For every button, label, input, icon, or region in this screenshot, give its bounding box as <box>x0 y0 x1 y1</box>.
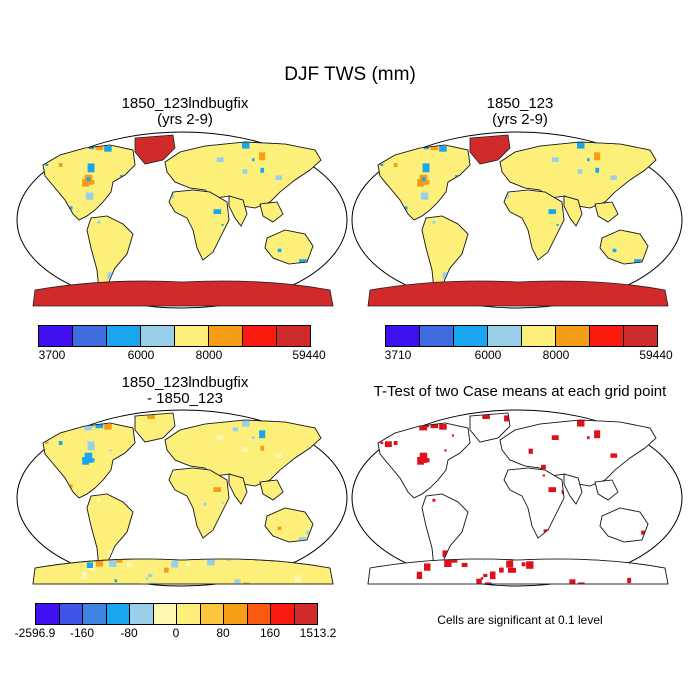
colorbar-segment <box>209 326 243 346</box>
colorbar-segment <box>130 604 154 624</box>
colorbar-segment <box>488 326 522 346</box>
colorbar-segment <box>590 326 624 346</box>
colorbar-segment <box>277 326 310 346</box>
colorbar-segment <box>200 604 224 624</box>
panel-2-title-line1: 1850_123 <box>486 95 554 112</box>
panel-3-colorbar-label: 160 <box>259 626 281 640</box>
colorbar-segment <box>83 604 107 624</box>
panel-1-colorbar <box>38 325 311 347</box>
panel-2-title: 1850_123 (yrs 2-9) <box>355 96 685 128</box>
panel-1-colorbar-label: 6000 <box>127 348 155 362</box>
panel-3-colorbar-label: 1513.2 <box>299 626 337 640</box>
colorbar-segment <box>247 604 271 624</box>
panel-3-colorbar-label: -2596.9 <box>14 626 56 640</box>
colorbar-segment <box>243 326 277 346</box>
panel-3-colorbar-label: -160 <box>69 626 95 640</box>
panel-4-title: T-Test of two Case means at each grid po… <box>373 383 667 400</box>
panel-1-colorbar-label: 3700 <box>38 348 66 362</box>
panel-1-title-line1: 1850_123lndbugfix <box>121 95 249 112</box>
colorbar-segment <box>386 326 420 346</box>
panel-3-title: 1850_123lndbugfix - 1850_123 <box>20 375 350 407</box>
panel-3-colorbar-label: -80 <box>120 626 138 640</box>
panel-2-title-line2: (yrs 2-9) <box>492 111 548 128</box>
figure-title: DJF TWS (mm) <box>284 64 416 85</box>
colorbar-segment <box>224 604 248 624</box>
colorbar-segment <box>177 604 201 624</box>
panel-3-title-line2: - 1850_123 <box>147 390 223 407</box>
colorbar-segment <box>73 326 107 346</box>
panel-2-colorbar-label: 6000 <box>474 348 502 362</box>
panel-3-colorbar-label: 80 <box>216 626 230 640</box>
panel-1-map <box>16 131 348 309</box>
colorbar-segment <box>420 326 454 346</box>
significance-note: Cells are significant at 0.1 level <box>437 613 603 627</box>
colorbar-segment <box>271 604 295 624</box>
panel-3-title-line1: 1850_123lndbugfix <box>121 374 249 391</box>
panel-1-colorbar-label: 59440 <box>292 348 326 362</box>
panel-4-map <box>351 409 683 587</box>
colorbar-segment <box>39 326 73 346</box>
panel-2-colorbar-label: 59440 <box>639 348 673 362</box>
panel-1-colorbar-label: 8000 <box>195 348 223 362</box>
colorbar-segment <box>59 604 83 624</box>
panel-2-colorbar <box>385 325 658 347</box>
panel-3-map <box>16 409 348 587</box>
panel-2-map <box>351 131 683 309</box>
panel-1-title-line2: (yrs 2-9) <box>157 111 213 128</box>
colorbar-segment <box>454 326 488 346</box>
colorbar-segment <box>141 326 175 346</box>
colorbar-segment <box>107 326 141 346</box>
panel-3-colorbar <box>35 603 318 625</box>
colorbar-segment <box>294 604 317 624</box>
colorbar-segment <box>175 326 209 346</box>
colorbar-segment <box>624 326 657 346</box>
panel-2-colorbar-label: 3710 <box>384 348 412 362</box>
panel-2-colorbar-label: 8000 <box>542 348 570 362</box>
colorbar-segment <box>36 604 60 624</box>
colorbar-segment <box>106 604 130 624</box>
colorbar-segment <box>522 326 556 346</box>
colorbar-segment <box>153 604 177 624</box>
panel-3-colorbar-label: 0 <box>172 626 180 640</box>
panel-1-title: 1850_123lndbugfix (yrs 2-9) <box>20 96 350 128</box>
colorbar-segment <box>556 326 590 346</box>
